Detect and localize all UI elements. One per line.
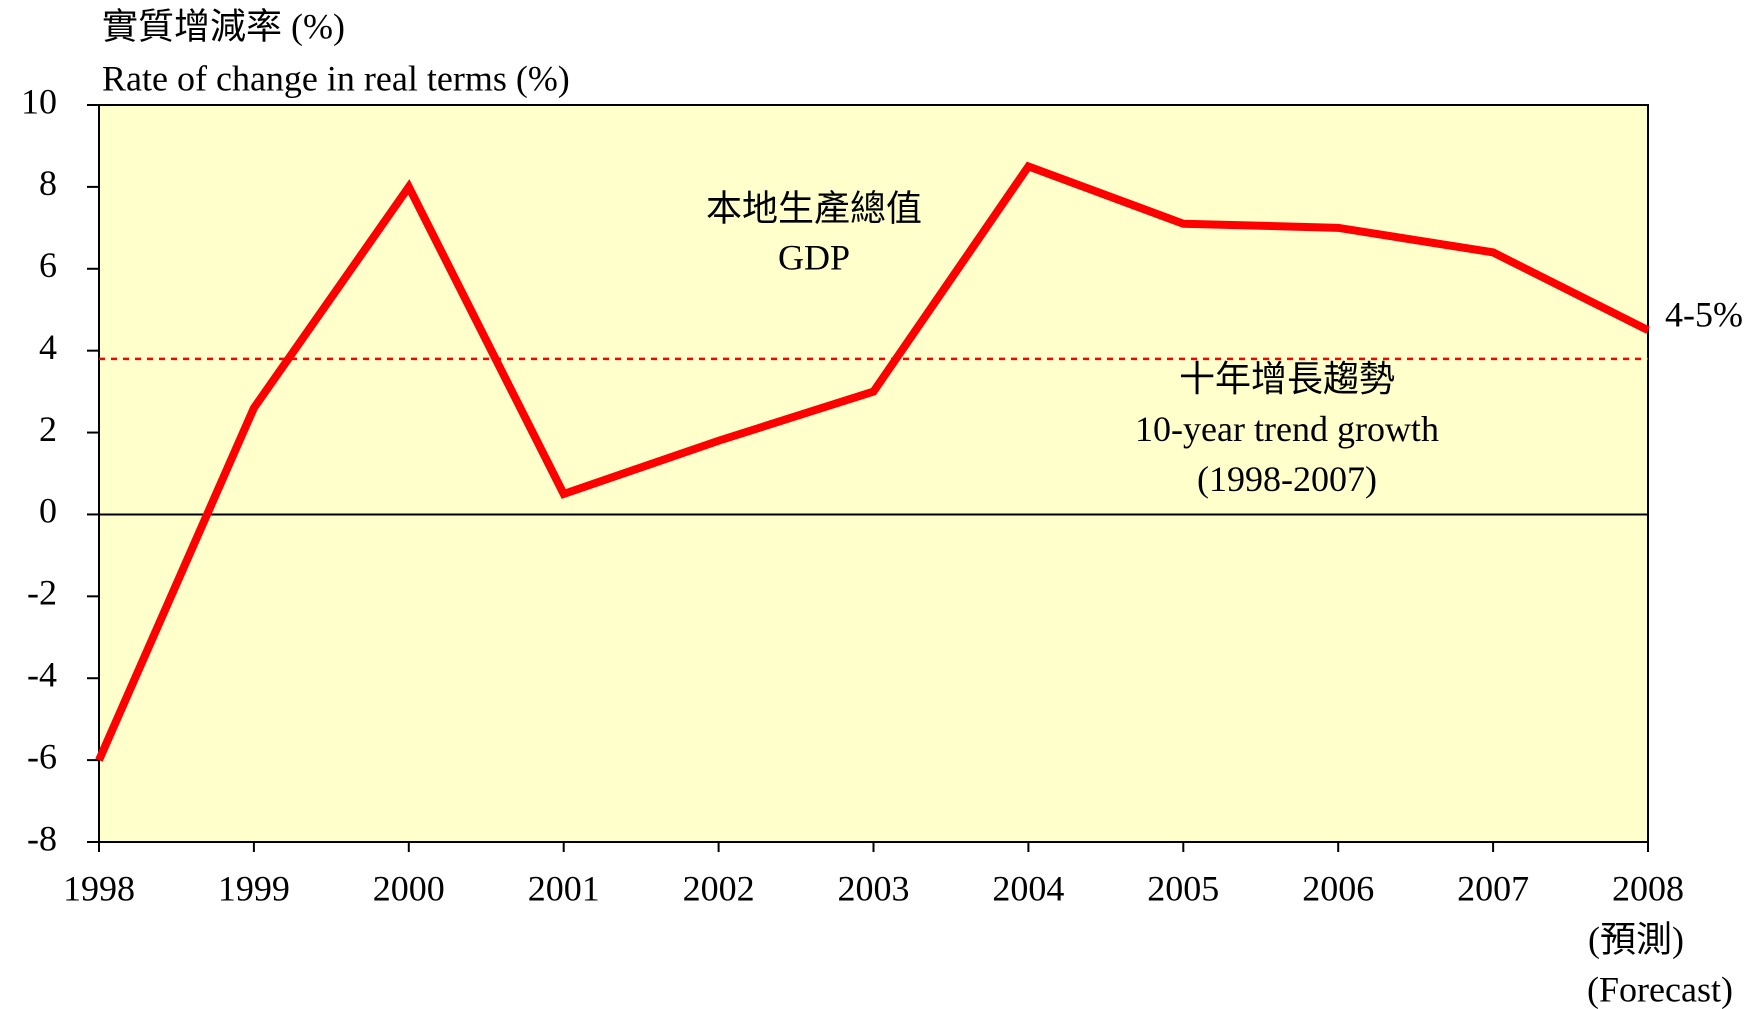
forecast-note: (預測) [1588,919,1684,959]
x-tick-label: 1999 [218,868,290,908]
x-tick-label: 2002 [683,868,755,908]
x-tick-label: 2003 [838,868,910,908]
plot-area [98,104,1649,843]
y-tick-label: 10 [21,81,57,121]
trend-label: (1998-2007) [1197,459,1377,499]
x-tick-label: 2006 [1302,868,1374,908]
y-tick-label: 4 [39,327,57,367]
y-tick-label: -4 [27,654,57,694]
last-point-label: 4-5% [1665,294,1743,334]
x-tick-label: 2004 [992,868,1064,908]
forecast-note: (Forecast) [1587,969,1733,1009]
gdp-line [95,161,1650,762]
y-tick-label: -6 [27,736,57,776]
x-tick-label: 2008 [1612,868,1684,908]
trend-label: 10-year trend growth [1135,409,1439,449]
series-label: 本地生產總值 [706,188,922,228]
x-tick-label: 2007 [1457,868,1529,908]
y-tick-label: 0 [39,491,57,531]
x-tick-label: 2001 [528,868,600,908]
y-axis-title: Rate of change in real terms (%) [102,58,570,98]
y-tick-label: 2 [39,409,57,449]
series-label-en: GDP [778,237,850,277]
y-axis-title: 實質增減率 (%) [102,6,345,46]
y-tick-label: -8 [27,818,57,858]
trend-label: 十年增長趨勢 [1179,359,1395,399]
y-tick-label: 6 [39,245,57,285]
y-tick-label: -2 [27,573,57,613]
x-tick-label: 1998 [63,868,135,908]
x-tick-label: 2000 [373,868,445,908]
x-tick-label: 2005 [1147,868,1219,908]
y-tick-label: 8 [39,163,57,203]
